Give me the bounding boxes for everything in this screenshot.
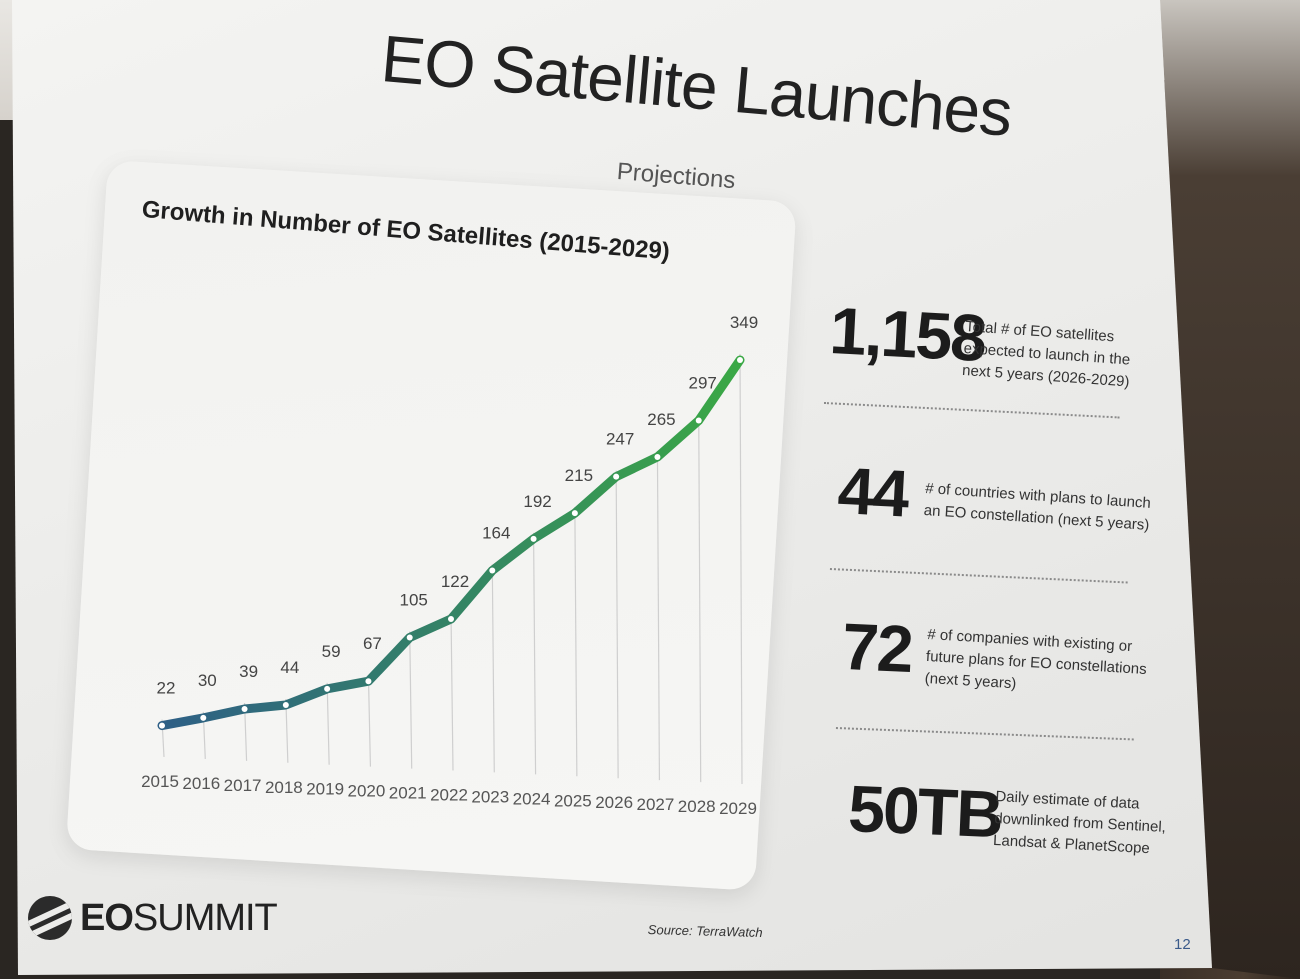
page-number: 12 — [1174, 936, 1191, 953]
data-point-2020 — [365, 678, 372, 685]
data-point-2019 — [324, 685, 331, 692]
stat-desc-total-satellites: Total # of EO satellites expected to lau… — [961, 317, 1131, 391]
data-label-2023: 164 — [482, 524, 510, 543]
x-tick-label-2019: 2019 — [306, 780, 344, 799]
logo-text-eo: EO — [80, 896, 134, 939]
data-point-2029 — [737, 357, 743, 363]
x-tick-label-2029: 2029 — [719, 799, 757, 818]
x-tick-label-2016: 2016 — [182, 774, 220, 793]
data-point-2021 — [406, 634, 413, 641]
gridline-2024 — [532, 532, 537, 775]
data-label-2017: 39 — [239, 662, 258, 681]
gridline-2018 — [285, 698, 289, 763]
x-tick-label-2027: 2027 — [637, 795, 675, 814]
x-tick-label-2018: 2018 — [265, 778, 303, 797]
eo-summit-globe-icon — [28, 896, 72, 940]
stat-value-countries: 44 — [836, 452, 910, 531]
gridline-2019 — [326, 682, 330, 765]
data-point-2026 — [613, 473, 620, 480]
data-label-2016: 30 — [198, 671, 217, 690]
x-tick-label-2025: 2025 — [554, 791, 592, 810]
x-tick-label-2020: 2020 — [348, 782, 386, 801]
data-label-2028: 297 — [689, 374, 717, 393]
data-label-2018: 44 — [280, 658, 299, 677]
x-tick-label-2022: 2022 — [430, 786, 468, 805]
data-point-2016 — [200, 714, 207, 721]
gridline-2020 — [367, 675, 372, 767]
x-tick-label-2023: 2023 — [471, 787, 509, 806]
data-label-2015: 22 — [157, 679, 176, 698]
x-tick-label-2028: 2028 — [678, 797, 716, 816]
gridline-2028 — [698, 414, 702, 783]
source-note: Source: TerraWatch — [647, 922, 763, 941]
data-point-2028 — [695, 417, 702, 424]
data-point-2023 — [489, 567, 496, 574]
data-point-2024 — [530, 535, 537, 542]
data-label-2019: 59 — [322, 642, 341, 661]
stat-desc-daily-data: Daily estimate of data downlinked from S… — [992, 787, 1167, 858]
gridline-2029 — [739, 353, 743, 785]
x-tick-label-2024: 2024 — [513, 789, 551, 808]
gridline-2027 — [656, 450, 661, 781]
data-label-2025: 215 — [565, 466, 593, 485]
data-point-2018 — [282, 701, 289, 708]
x-tick-label-2015: 2015 — [141, 772, 179, 791]
data-point-2027 — [654, 453, 661, 460]
x-tick-label-2026: 2026 — [595, 793, 633, 812]
data-label-2021: 105 — [400, 591, 428, 610]
data-label-2027: 265 — [647, 410, 675, 429]
eo-summit-logo: EO SUMMIT — [28, 896, 278, 940]
data-point-2025 — [571, 510, 578, 517]
data-point-2015 — [159, 722, 165, 729]
logo-text-summit: SUMMIT — [132, 896, 278, 939]
data-label-2020: 67 — [363, 634, 382, 653]
data-point-2022 — [448, 616, 454, 623]
x-tick-label-2021: 2021 — [389, 784, 427, 803]
gridline-2023 — [491, 564, 495, 773]
gridline-2026 — [615, 470, 619, 779]
data-label-2026: 247 — [606, 430, 634, 449]
data-point-2017 — [241, 706, 248, 713]
stat-value-companies: 72 — [840, 608, 914, 687]
data-label-2024: 192 — [523, 492, 551, 511]
data-label-2022: 122 — [441, 572, 469, 591]
stat-value-daily-data: 50TB — [846, 770, 1004, 852]
gridline-2022 — [450, 613, 454, 771]
gridline-2025 — [574, 507, 578, 777]
x-tick-label-2017: 2017 — [224, 776, 262, 795]
gridline-2021 — [409, 631, 413, 769]
stat-desc-companies: # of companies with existing or future p… — [924, 625, 1148, 693]
data-label-2029: 349 — [730, 313, 758, 332]
